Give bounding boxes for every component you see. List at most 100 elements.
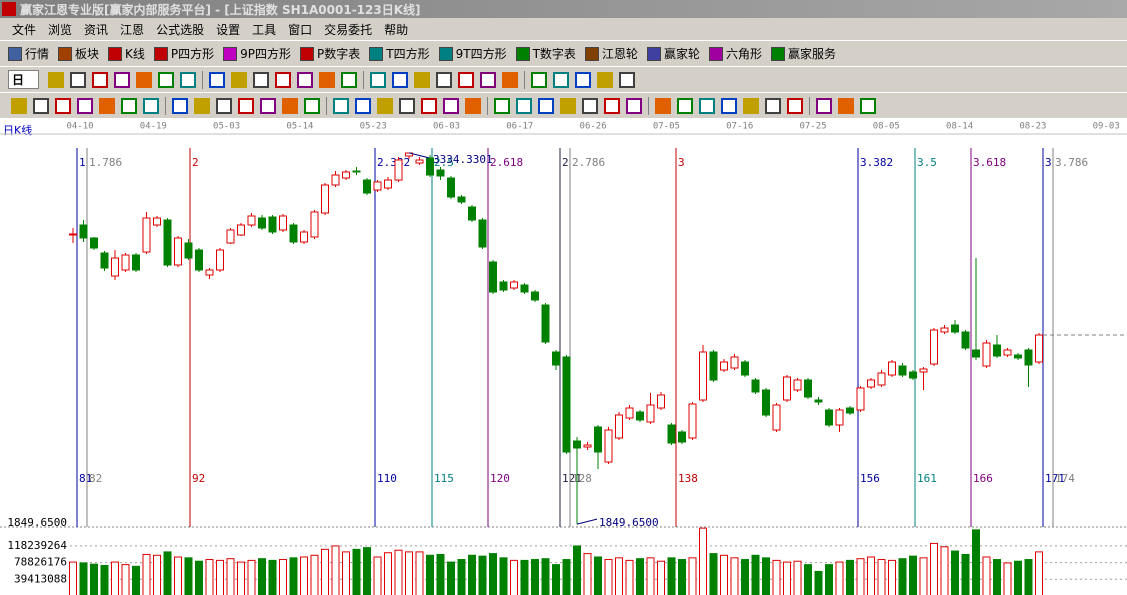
tool-icon[interactable] (531, 71, 548, 88)
period-select[interactable]: 日 (8, 70, 40, 89)
tool-icon[interactable] (480, 71, 497, 88)
toolbar-button[interactable]: 赢家服务 (770, 45, 836, 62)
tool-icon[interactable] (655, 97, 671, 114)
tool-icon[interactable] (816, 97, 832, 114)
toolbar-icon (708, 46, 723, 61)
candle-body (489, 261, 497, 293)
tool-icon[interactable] (575, 71, 592, 88)
toolbar-draw (0, 92, 1127, 118)
menu-item[interactable]: 工具 (252, 22, 277, 37)
tool-icon[interactable] (99, 97, 115, 114)
tool-icon[interactable] (180, 71, 197, 88)
tool-icon[interactable] (33, 97, 49, 114)
tool-icon[interactable] (458, 71, 475, 88)
menu-item[interactable]: 资讯 (84, 22, 109, 37)
toolbar-button[interactable]: P四方形 (153, 45, 214, 62)
tool-icon[interactable] (421, 97, 437, 114)
menu-item[interactable]: 文件 (12, 22, 37, 37)
menu-item[interactable]: 江恩 (120, 22, 145, 37)
tool-icon[interactable] (436, 71, 453, 88)
tool-icon[interactable] (194, 97, 210, 114)
candle-body (352, 170, 361, 173)
tool-icon[interactable] (114, 71, 131, 88)
tool-icon[interactable] (253, 71, 270, 88)
tool-icon[interactable] (560, 97, 576, 114)
tool-icon[interactable] (399, 97, 415, 114)
tool-icon[interactable] (838, 97, 854, 114)
tool-icon[interactable] (443, 97, 459, 114)
tool-icon[interactable] (70, 71, 87, 88)
tool-icon[interactable] (377, 97, 393, 114)
toolbar-button[interactable]: 9T四方形 (438, 45, 507, 62)
tool-icon[interactable] (209, 71, 226, 88)
tool-icon[interactable] (11, 97, 27, 114)
toolbar-button[interactable]: P数字表 (300, 45, 360, 62)
tool-icon[interactable] (604, 97, 620, 114)
volume-bar (541, 558, 550, 595)
tool-icon[interactable] (743, 97, 759, 114)
candle-body (499, 281, 508, 291)
tool-icon[interactable] (465, 97, 481, 114)
tool-icon[interactable] (92, 71, 109, 88)
toolbar-button[interactable]: 行情 (8, 45, 49, 62)
candle-body (132, 254, 140, 271)
volume-bar (699, 527, 707, 595)
tool-icon[interactable] (392, 71, 409, 88)
menu-item[interactable]: 窗口 (288, 22, 313, 37)
tool-icon[interactable] (502, 71, 519, 88)
toolbar-button[interactable]: K线 (108, 45, 145, 62)
menu-item[interactable]: 公式选股 (156, 22, 205, 37)
tool-icon[interactable] (619, 71, 636, 88)
tool-icon[interactable] (516, 97, 532, 114)
menu-item[interactable]: 浏览 (48, 22, 73, 37)
tool-icon[interactable] (355, 97, 371, 114)
candle-body (510, 281, 518, 289)
toolbar-button[interactable]: T四方形 (369, 45, 430, 62)
tool-icon[interactable] (677, 97, 693, 114)
tool-icon[interactable] (370, 71, 387, 88)
tool-icon[interactable] (216, 97, 232, 114)
tool-icon[interactable] (333, 97, 349, 114)
tool-icon[interactable] (172, 97, 188, 114)
tool-icon[interactable] (143, 97, 159, 114)
tool-icon[interactable] (48, 71, 65, 88)
menu-item[interactable]: 设置 (216, 22, 241, 37)
menu-item[interactable]: 交易委托 (324, 22, 373, 37)
tool-icon[interactable] (231, 71, 248, 88)
tool-icon[interactable] (538, 97, 554, 114)
tool-icon[interactable] (765, 97, 781, 114)
tool-icon[interactable] (597, 71, 614, 88)
toolbar-button[interactable]: T数字表 (515, 45, 576, 62)
tool-icon[interactable] (699, 97, 715, 114)
tool-icon[interactable] (319, 71, 336, 88)
candle-body (415, 159, 424, 164)
tool-icon[interactable] (341, 71, 358, 88)
tool-icon[interactable] (282, 97, 298, 114)
tool-icon[interactable] (494, 97, 510, 114)
tool-icon[interactable] (275, 71, 292, 88)
menu-item[interactable]: 帮助 (384, 22, 409, 37)
toolbar-button[interactable]: 赢家轮 (646, 45, 700, 62)
toolbar-button[interactable]: 板块 (58, 45, 99, 62)
candle-body (888, 361, 896, 376)
tool-icon[interactable] (304, 97, 320, 114)
tool-icon[interactable] (158, 71, 175, 88)
tool-icon[interactable] (77, 97, 93, 114)
tool-icon[interactable] (626, 97, 642, 114)
tool-icon[interactable] (721, 97, 737, 114)
tool-icon[interactable] (553, 71, 570, 88)
toolbar-button[interactable]: 六角形 (708, 45, 762, 62)
tool-icon[interactable] (260, 97, 276, 114)
tool-icon[interactable] (582, 97, 598, 114)
tool-icon[interactable] (787, 97, 803, 114)
tool-icon[interactable] (55, 97, 71, 114)
tool-icon[interactable] (136, 71, 153, 88)
toolbar-button[interactable]: 江恩轮 (584, 45, 638, 62)
tool-icon[interactable] (297, 71, 314, 88)
tool-icon[interactable] (238, 97, 254, 114)
tool-icon[interactable] (121, 97, 137, 114)
tool-icon[interactable] (414, 71, 431, 88)
toolbar-button[interactable]: 9P四方形 (223, 45, 291, 62)
tool-icon[interactable] (860, 97, 876, 114)
volume-bar (709, 553, 718, 595)
